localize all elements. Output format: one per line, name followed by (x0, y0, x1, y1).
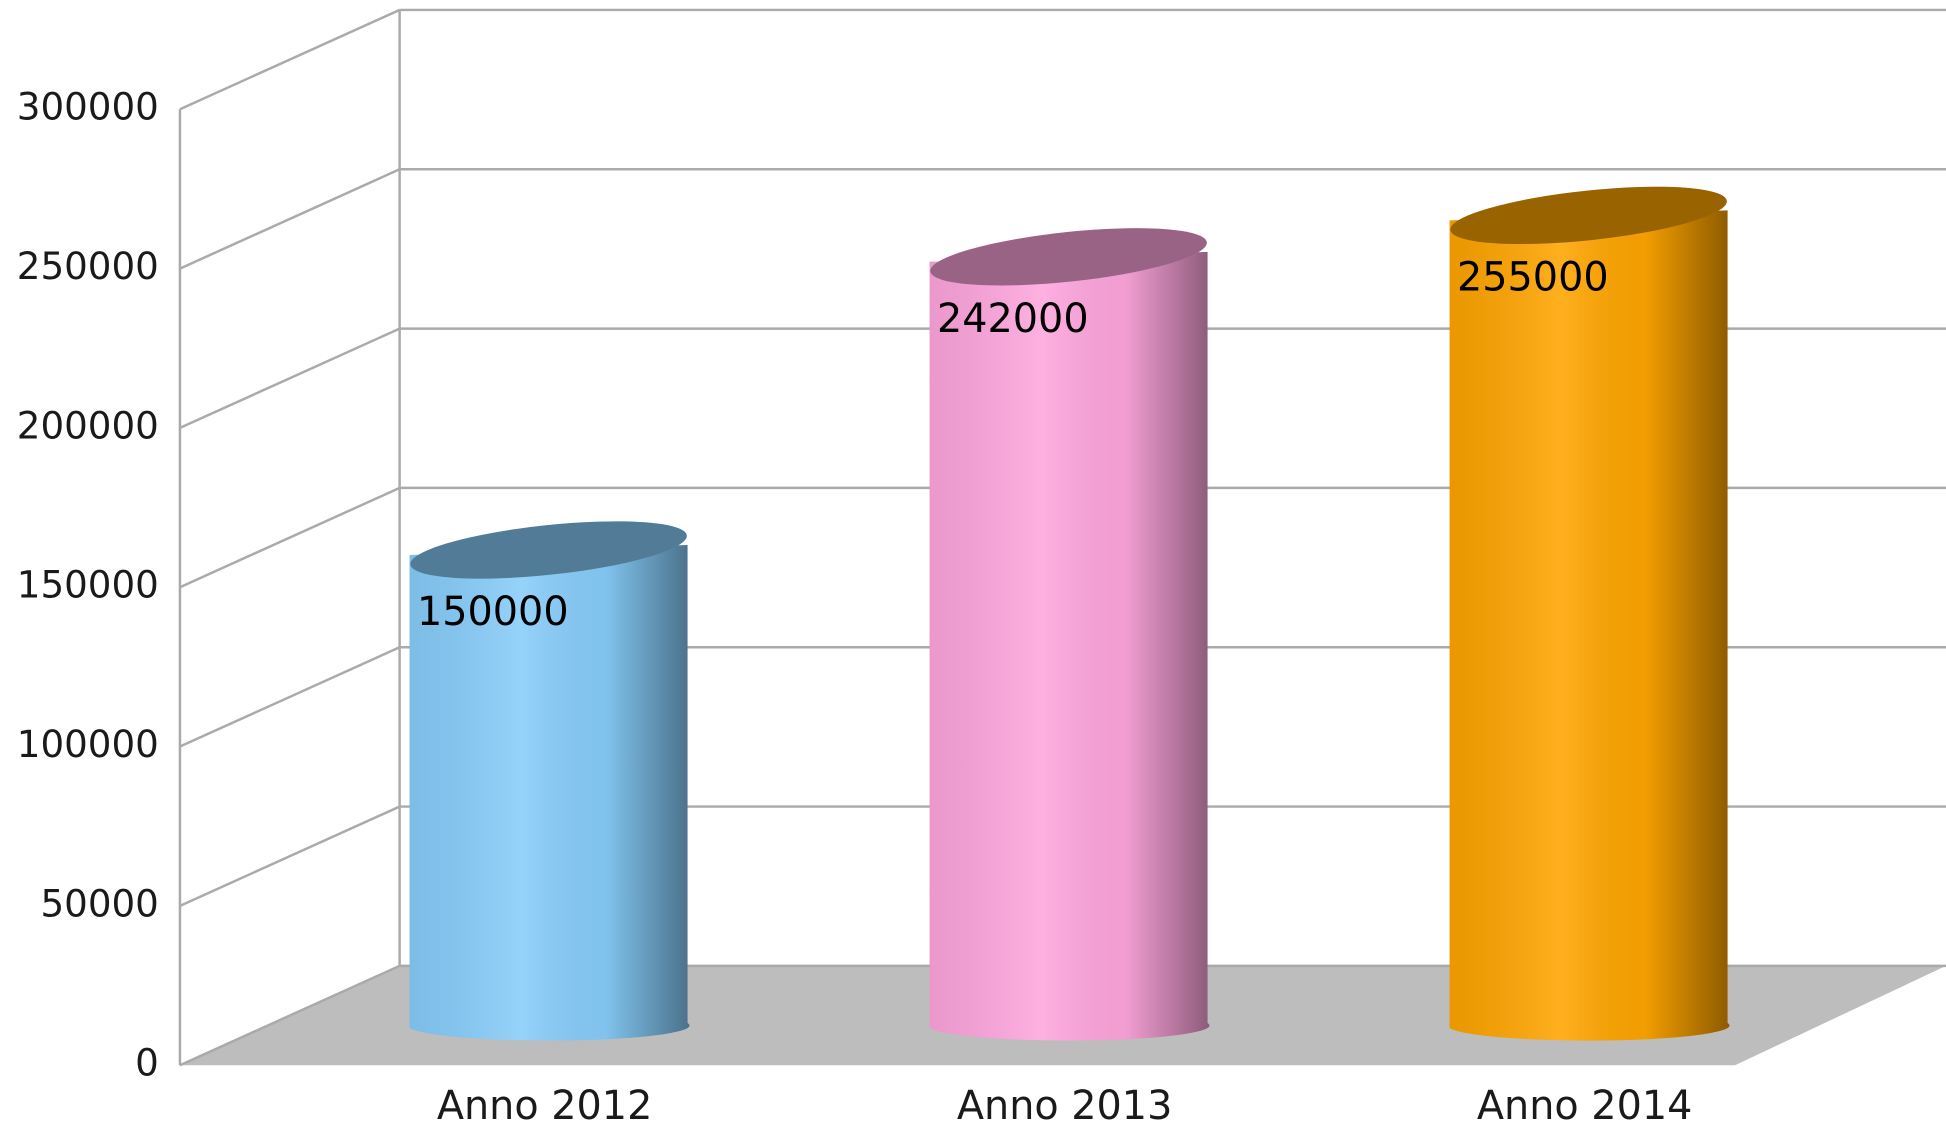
bar-top (410, 521, 687, 579)
grid-line (179, 646, 401, 748)
value-label: 150000 (417, 589, 569, 635)
y-tick-label: 50000 (40, 881, 158, 925)
grid-line (179, 964, 401, 1067)
y-tick-label: 150000 (17, 563, 159, 607)
y-tick-label: 200000 (17, 403, 159, 447)
bar-shade (409, 545, 690, 1041)
bar-shade (929, 251, 1210, 1041)
bar-shade (1449, 210, 1730, 1041)
bar-top (930, 228, 1207, 286)
bar-top-shade (930, 228, 1207, 286)
x-tick-label: Anno 2014 (1477, 1083, 1692, 1129)
y-tick-label: 0 (135, 1041, 159, 1085)
x-tick-label: Anno 2013 (957, 1083, 1172, 1129)
grid-line (179, 486, 401, 589)
bar-top-shade (1450, 186, 1727, 245)
y-tick-label: 100000 (17, 722, 159, 766)
y-tick-label: 300000 (17, 85, 159, 129)
bar-top (1450, 186, 1727, 245)
value-label: 255000 (1457, 254, 1609, 300)
grid-line (179, 168, 401, 270)
grid-line (179, 805, 401, 908)
value-label: 242000 (937, 296, 1089, 342)
y-tick-label: 250000 (17, 244, 159, 288)
bar-top-shade (410, 521, 687, 579)
x-tick-label: Anno 2012 (437, 1083, 652, 1129)
grid-line (179, 8, 401, 111)
grid-line (179, 327, 401, 430)
